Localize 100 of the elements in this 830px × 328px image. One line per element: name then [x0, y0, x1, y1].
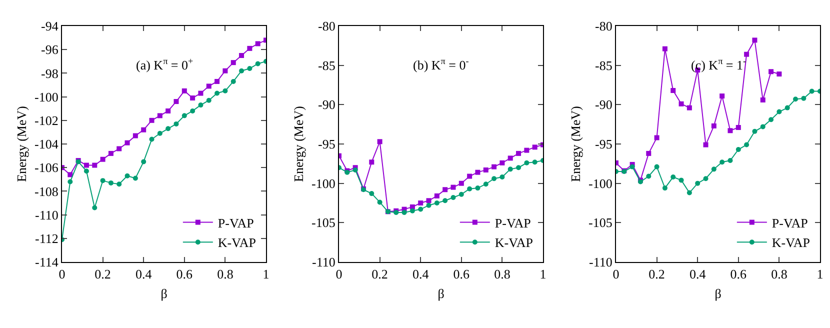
point	[149, 118, 154, 123]
point	[116, 146, 122, 152]
point	[92, 162, 98, 168]
point	[524, 148, 530, 153]
point	[458, 180, 464, 186]
x-tick-label: 0.6	[176, 266, 194, 282]
point	[809, 88, 814, 94]
point	[132, 176, 138, 181]
point	[84, 168, 89, 174]
point	[230, 78, 236, 84]
point	[654, 135, 660, 140]
y-tick-label: -114	[35, 254, 59, 270]
point	[124, 173, 130, 178]
point	[108, 150, 114, 156]
point	[166, 126, 171, 132]
point	[760, 97, 766, 102]
point	[174, 99, 179, 104]
x-axis-title: β	[160, 286, 168, 302]
point	[141, 159, 146, 164]
x-axis-title: β	[714, 286, 722, 302]
x-tick-label: 0.2	[372, 266, 388, 282]
annotation: (c) K$^{π}$ = 1$^{-}$	[691, 56, 746, 72]
point	[141, 127, 146, 132]
point	[239, 68, 244, 74]
point	[222, 68, 228, 74]
point	[532, 144, 538, 150]
y-tick-label: -85	[595, 58, 612, 73]
x-tick-label: 0.6	[730, 266, 748, 282]
y-tick-label: -100	[312, 176, 336, 191]
point	[157, 130, 162, 136]
x-tick-label: 1	[816, 266, 824, 282]
point	[418, 206, 424, 212]
point	[402, 210, 407, 215]
point	[776, 71, 782, 76]
point	[711, 123, 716, 128]
point	[516, 150, 522, 156]
point	[728, 158, 733, 164]
point	[214, 78, 220, 84]
point	[182, 88, 187, 94]
point	[720, 94, 725, 99]
point	[516, 165, 522, 170]
point	[434, 200, 440, 206]
y-tick-label: -95	[318, 136, 336, 152]
point	[646, 150, 652, 156]
point	[426, 202, 432, 208]
point	[483, 167, 488, 172]
point	[678, 101, 684, 106]
point	[222, 88, 228, 94]
point	[475, 170, 480, 175]
y-tick-label: -95	[595, 136, 612, 152]
y-tick-label: -98	[41, 66, 58, 81]
y-tick-label: -110	[312, 254, 336, 270]
point	[377, 139, 382, 144]
point	[68, 172, 73, 178]
point	[752, 128, 758, 134]
x-tick-label: 1	[262, 266, 270, 282]
point	[410, 208, 415, 214]
point	[132, 133, 138, 138]
point	[646, 174, 652, 179]
point	[467, 186, 472, 192]
x-tick-label: 0.2	[94, 266, 111, 282]
point	[678, 178, 684, 183]
x-tick-label: 0.4	[689, 266, 706, 282]
point	[768, 117, 774, 122]
point	[492, 164, 497, 170]
point	[247, 46, 252, 51]
point	[124, 140, 130, 146]
point	[100, 156, 106, 162]
point	[174, 121, 179, 126]
point	[84, 162, 89, 168]
point	[450, 184, 456, 190]
y-tick-label: -94	[41, 18, 59, 34]
point	[68, 179, 73, 184]
point	[434, 193, 440, 198]
x-tick-label: 0	[612, 266, 620, 282]
x-tick-label: 0.8	[494, 266, 510, 282]
point	[736, 147, 741, 152]
point	[662, 46, 668, 52]
point	[116, 182, 122, 187]
point	[784, 105, 790, 110]
legend-label: K-VAP	[494, 235, 533, 250]
point	[458, 192, 464, 197]
x-tick-label: 0	[336, 266, 342, 282]
point	[654, 164, 660, 170]
y-tick-label: -106	[34, 160, 59, 176]
point	[255, 61, 260, 66]
point	[467, 174, 472, 179]
point	[508, 166, 513, 172]
point	[100, 178, 106, 184]
point	[686, 190, 692, 196]
legend-label: K-VAP	[772, 235, 810, 250]
point	[450, 194, 456, 200]
point	[500, 160, 505, 166]
x-tick-label: 0.2	[648, 266, 665, 282]
x-tick-label: 0.4	[135, 266, 152, 282]
legend-label: P-VAP	[494, 215, 531, 230]
point	[532, 160, 538, 165]
point	[190, 95, 196, 100]
point	[793, 96, 798, 102]
x-axis-title: β	[438, 286, 445, 302]
